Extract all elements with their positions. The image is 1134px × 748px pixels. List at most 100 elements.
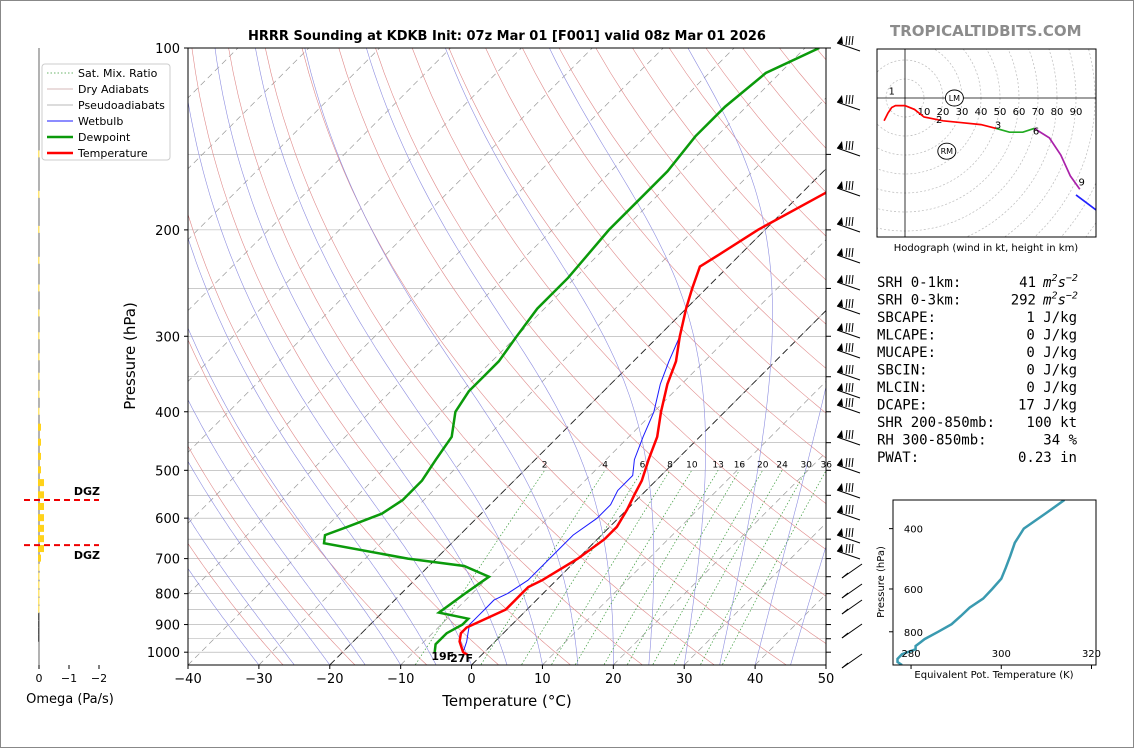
- barb-flag: [837, 430, 843, 438]
- mixing-ratio-label: 2: [542, 460, 548, 470]
- wind-barbs: [836, 35, 863, 669]
- mixing-ratio-line: [699, 470, 807, 665]
- hodograph-plot-area: 10 20 30 40 50 60 70 80 90 1 2 3 6 9 LM RM: [877, 49, 1096, 237]
- omega-tick-label: −2: [91, 672, 107, 685]
- skewt-frame: [187, 47, 827, 666]
- barb-tick: [841, 572, 849, 579]
- barb-tick: [848, 457, 851, 468]
- isotherm-line: [188, 48, 806, 665]
- omega-tick-label: 0: [36, 672, 43, 685]
- omega-bar: [38, 491, 44, 499]
- barb-tick: [841, 632, 849, 639]
- dry-adiabat-line: [485, 48, 826, 459]
- barb-tick: [848, 35, 851, 46]
- pseudoadiabat-line: [188, 99, 472, 665]
- index-unit: m2s−2: [1042, 273, 1078, 291]
- barb-flag: [837, 323, 843, 331]
- storm-motion-label: LM: [949, 94, 960, 103]
- index-value: 34 %: [1043, 433, 1077, 449]
- barb-tick: [845, 180, 848, 191]
- x-tick-label: 50: [818, 672, 835, 687]
- index-label: SBCAPE:: [877, 310, 936, 326]
- y-tick-label: 600: [155, 512, 180, 527]
- y-tick-label: 300: [155, 330, 180, 345]
- omega-bar: [38, 452, 41, 460]
- wind-barb: [836, 543, 861, 560]
- barb-staff: [836, 436, 861, 446]
- barb-tick: [848, 274, 851, 285]
- x-tick-label: −20: [316, 672, 343, 687]
- barb-flag: [837, 95, 843, 103]
- barb-tick: [841, 608, 849, 615]
- barb-tick: [851, 504, 854, 515]
- omega-bar: [38, 563, 40, 571]
- barb-flag: [837, 483, 843, 491]
- mixing-ratio-line: [721, 470, 826, 665]
- pseudoadiabat-line: [366, 48, 614, 665]
- barb-tick: [845, 527, 848, 538]
- barb-tick: [851, 527, 854, 538]
- barb-tick: [845, 140, 848, 151]
- omega-bar: [38, 554, 41, 562]
- pseudoadiabat-line: [188, 399, 366, 665]
- y-tick-label: 1000: [147, 646, 180, 661]
- barb-flag: [837, 343, 843, 351]
- omega-bar: [38, 514, 44, 522]
- dry-adiabat-line: [522, 48, 826, 414]
- dry-adiabat-line: [595, 48, 826, 325]
- wind-barb: [836, 342, 861, 359]
- index-value: 41: [1019, 275, 1036, 291]
- barb-tick: [848, 216, 851, 227]
- dry-adiabat-line: [191, 48, 572, 665]
- dewpoint-profile: [322, 48, 820, 653]
- temperature-profile: [458, 191, 826, 656]
- wind-barb: [841, 563, 863, 579]
- isotherm-line: [258, 97, 826, 665]
- omega-bar: [38, 353, 40, 361]
- barb-tick: [848, 482, 851, 493]
- hodograph-ring-label: 80: [1051, 107, 1064, 118]
- barb-tick: [851, 35, 854, 46]
- mixing-ratio-label: 20: [757, 460, 769, 470]
- theta-e-frame: [892, 499, 1097, 666]
- wetbulb-profile: [462, 192, 826, 653]
- wind-barb: [836, 274, 861, 291]
- omega-bar: [38, 190, 40, 198]
- dry-adiabat-line: [188, 542, 284, 665]
- hodograph-trace: [883, 104, 997, 130]
- hodograph-ring-label: 40: [975, 107, 988, 118]
- omega-bar: [38, 572, 40, 580]
- x-tick-label: −40: [174, 672, 201, 687]
- dry-adiabat-line: [375, 48, 826, 597]
- barb-tick: [851, 274, 854, 285]
- hodograph-ring-label: 30: [956, 107, 969, 118]
- wind-barb: [841, 623, 863, 639]
- wind-barb: [836, 482, 861, 499]
- barb-tick: [848, 527, 851, 538]
- barb-tick: [851, 457, 854, 468]
- barb-tick: [845, 364, 848, 375]
- legend-label: Sat. Mix. Ratio: [78, 67, 158, 80]
- storm-motion-marker: [937, 142, 957, 160]
- skewt-x-axis-label: Temperature (°C): [441, 692, 571, 710]
- wind-barb: [836, 247, 861, 264]
- dry-adiabat-line: [448, 48, 826, 504]
- dry-adiabat-line: [558, 48, 826, 369]
- barb-staff: [836, 42, 861, 52]
- barb-tick: [848, 364, 851, 375]
- index-label: SRH 0-1km:: [877, 275, 961, 291]
- barb-tick: [851, 429, 854, 440]
- barb-tick: [851, 247, 854, 258]
- mixing-ratio-line: [603, 470, 719, 665]
- omega-bar: [38, 309, 40, 317]
- wind-barb: [836, 94, 861, 111]
- dry-adiabat-line: [779, 48, 826, 105]
- wind-barb: [836, 364, 861, 381]
- barb-tick: [848, 247, 851, 258]
- index-label: SRH 0-3km:: [877, 293, 961, 309]
- barb-tick: [848, 342, 851, 353]
- mixing-ratio-label: 8: [667, 460, 673, 470]
- omega-bar: [38, 466, 41, 474]
